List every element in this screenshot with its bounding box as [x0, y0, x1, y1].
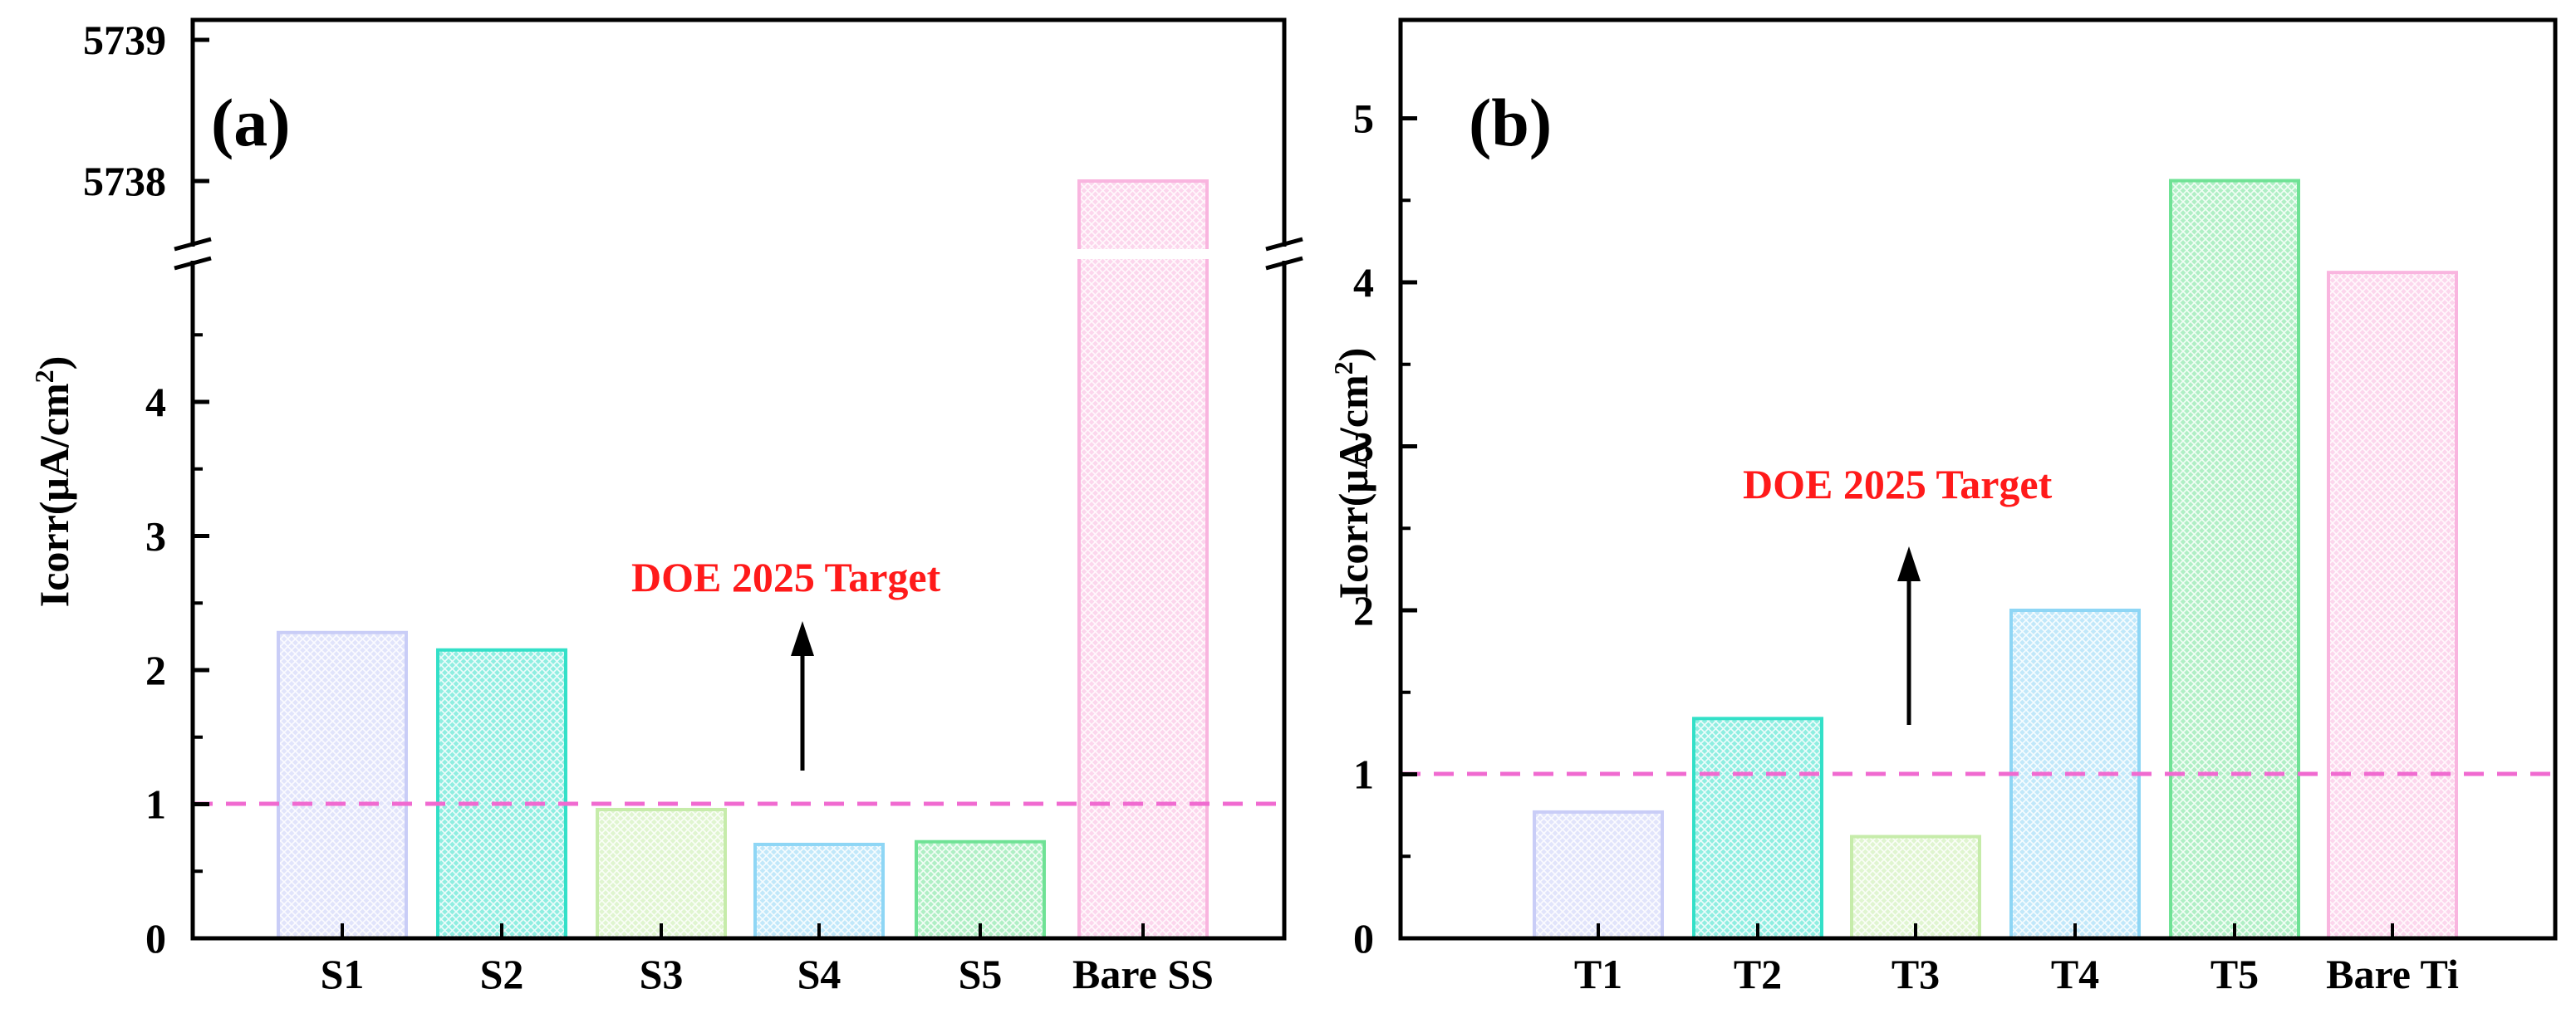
- panel-b: DOE 2025 Target 0 1 2 3 4 5 T1 T2 T3 T4 T5 Bare Ti…: [1328, 17, 2558, 997]
- y-tick-label-a-0: 0: [145, 915, 166, 962]
- axis-break-mark-a3: [1265, 237, 1303, 252]
- bars-b: [1533, 179, 2458, 941]
- bar-hatch-a-S5: [916, 841, 1044, 938]
- y-axis-title-b-main: Icorr(μA/cm: [1330, 374, 1376, 599]
- x-tick-label-a-S3: S3: [640, 951, 684, 997]
- y-axis-title-a-sup: 2: [29, 370, 59, 383]
- y-tick-label-b-4: 4: [1353, 259, 1374, 306]
- y-tick-label-a-5738: 5738: [83, 158, 166, 204]
- bar-hatch-a-S2: [438, 649, 566, 938]
- target-label-b: DOE 2025 Target: [1743, 461, 2053, 507]
- x-tick-label-a-S2: S2: [480, 951, 524, 997]
- bar-hatch-b-T2: [1694, 718, 1822, 938]
- target-arrow-b: [1897, 546, 1921, 725]
- axis-break-mark-a2: [174, 256, 212, 271]
- axis-break-gap-left-a: [183, 247, 203, 261]
- bar-hatch-b-T5: [2171, 180, 2299, 939]
- bar-break-gap-a: [1072, 249, 1218, 259]
- plot-frame-a: [190, 17, 1287, 941]
- x-tick-label-a-S1: S1: [321, 951, 365, 997]
- y-tick-label-b-2: 2: [1353, 587, 1374, 634]
- y-tick-label-a-2: 2: [145, 647, 166, 693]
- x-tick-label-b-T4: T4: [2051, 951, 2099, 997]
- y-axis-title-a: Icorr(μA/cm2): [29, 356, 77, 608]
- panel-a: DOE 2025 Target 0 1 2 3 4 5738 5739 S1 S2 S3 S4 S5…: [29, 17, 1303, 997]
- x-tick-label-b-T1: T1: [1574, 951, 1622, 997]
- x-tick-label-a-S4: S4: [797, 951, 841, 997]
- x-tick-labels-b: T1 T2 T3 T4 T5 Bare Ti: [1574, 923, 2459, 997]
- target-arrow-a: [791, 621, 814, 771]
- x-tick-label-b-T3: T3: [1892, 951, 1940, 997]
- y-tick-label-a-1: 1: [145, 781, 166, 828]
- x-tick-labels-a: S1 S2 S3 S4 S5 Bare SS: [321, 923, 1214, 997]
- bar-hatch-a-Bare SS: [1079, 181, 1207, 938]
- bar-hatch-b-T1: [1534, 811, 1662, 938]
- y-tick-label-a-3: 3: [145, 513, 166, 560]
- y-tick-label-a-4: 4: [145, 379, 166, 425]
- y-tick-label-b-3: 3: [1353, 423, 1374, 470]
- bar-hatch-b-T3: [1852, 836, 1980, 938]
- bars-a: [277, 179, 1218, 941]
- bar-hatch-b-Bare Ti: [2328, 272, 2456, 938]
- y-tick-label-b-0: 0: [1353, 915, 1374, 962]
- axis-break-mark-a4: [1265, 256, 1303, 271]
- y-ticks-a: 0 1 2 3 4 5738 5739: [83, 17, 209, 962]
- panel-label-a: (a): [211, 85, 291, 160]
- y-tick-label-b-1: 1: [1353, 751, 1374, 798]
- axis-break-mark-a1: [174, 237, 212, 252]
- y-axis-title-b-sup: 2: [1328, 361, 1358, 374]
- x-tick-label-b-Bare Ti: Bare Ti: [2326, 951, 2459, 997]
- plot-frame-b: [1398, 17, 2558, 941]
- y-axis-title-a-close: ): [31, 356, 77, 370]
- panel-label-b: (b): [1469, 85, 1552, 160]
- bar-hatch-a-S3: [597, 809, 725, 938]
- axis-break-gap-right-a: [1274, 247, 1294, 261]
- x-tick-label-a-Bare SS: Bare SS: [1072, 951, 1214, 997]
- x-tick-label-b-T5: T5: [2210, 951, 2259, 997]
- y-axis-title-b: Icorr(μA/cm2): [1328, 348, 1376, 600]
- bar-hatch-a-S1: [278, 632, 406, 938]
- x-tick-label-a-S5: S5: [959, 951, 1003, 997]
- y-tick-label-a-5739: 5739: [83, 17, 166, 63]
- y-axis-title-b-close: ): [1330, 348, 1376, 362]
- y-ticks-b: 0 1 2 3 4 5: [1353, 95, 1417, 962]
- y-axis-title-a-main: Icorr(μA/cm: [31, 383, 77, 607]
- y-tick-label-b-5: 5: [1353, 95, 1374, 142]
- target-label-a: DOE 2025 Target: [631, 554, 941, 600]
- bar-hatch-a-S4: [755, 844, 883, 938]
- x-tick-label-b-T2: T2: [1734, 951, 1782, 997]
